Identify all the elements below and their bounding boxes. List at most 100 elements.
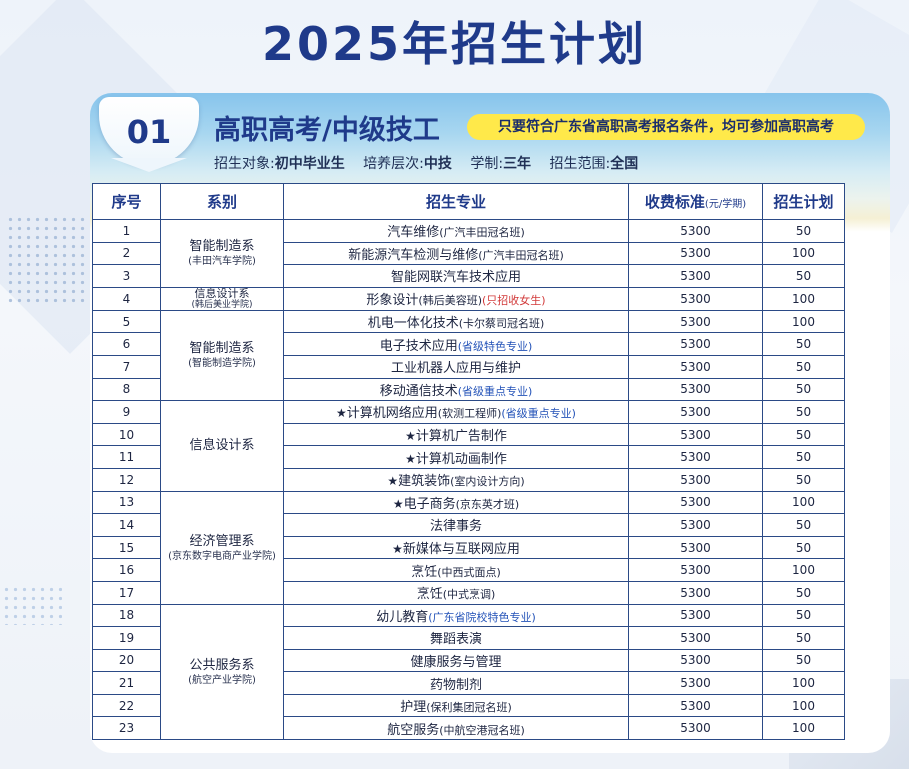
plan-cell: 50 (762, 626, 845, 650)
major-note: (省级重点专业) (457, 384, 533, 398)
table-row: 23 航空服务(中航空港冠名班) 5300 100 (92, 716, 845, 741)
major-note: (保利集团冠名班) (426, 701, 512, 715)
plan-cell: 50 (762, 219, 845, 243)
table-row: 9 信息设计系 ★计算机网络应用(软测工程师)(省级重点专业) 5300 50 (92, 400, 845, 492)
table-row: 2 新能源汽车检测与维修(广汽丰田冠名班) 5300 100 (92, 241, 845, 266)
major-name: 移动通信技术 (379, 383, 458, 399)
plan-cell: 50 (762, 648, 845, 673)
major-name: 新能源汽车检测与维修 (348, 247, 479, 263)
row-number: 15 (92, 535, 161, 560)
major-restriction-note: (只招收女生) (482, 294, 546, 308)
department-college: (韩后美业学院) (191, 299, 253, 310)
fee-cell: 5300 (628, 445, 763, 469)
major-name: 形象设计 (366, 293, 419, 309)
star-icon: ★ (392, 496, 404, 511)
major-cell: 智能网联汽车技术应用 (283, 264, 629, 288)
row-number: 17 (92, 580, 161, 605)
major-name: 航空服务 (387, 722, 440, 738)
plan-cell: 50 (762, 377, 845, 402)
table-row: 5 智能制造系 (智能制造学院) 机电一体化技术(卡尔蔡司冠名班) 5300 100 (92, 309, 845, 402)
fee-cell: 5300 (628, 648, 763, 673)
row-number: 22 (92, 693, 161, 718)
plan-cell: 50 (762, 603, 845, 628)
plan-cell: 50 (762, 422, 845, 447)
major-name: 机电一体化技术 (367, 316, 459, 332)
star-icon: ★ (336, 406, 347, 421)
major-cell: 汽车维修(广汽丰田冠名班) (283, 219, 629, 243)
enrollment-plan-table: 序号 系别 招生专业 收费标准(元/学期) 招生计划 1 智能制造系 (丰田汽车学院… (92, 183, 845, 741)
major-cell: 健康服务与管理 (283, 648, 629, 673)
major-note: (韩后美容班) (418, 294, 482, 308)
major-cell: 烹饪(中西式面点) (283, 558, 629, 582)
major-cell: ★计算机广告制作 (283, 422, 629, 447)
table-row: 1 智能制造系 (丰田汽车学院) 汽车维修(广汽丰田冠名班) 5300 50 (92, 219, 845, 288)
major-note: (卡尔蔡司冠名班) (458, 317, 545, 331)
major-name: 护理 (400, 700, 427, 716)
department-name: 智能制造系 (189, 341, 255, 357)
major-name: 工业机器人应用与维护 (390, 361, 521, 377)
major-name: 法律事务 (429, 519, 482, 535)
plan-cell: 50 (762, 445, 845, 469)
info-item: 招生范围:全国 (549, 156, 639, 172)
department-college: (航空产业学院) (188, 674, 256, 686)
major-cell: 烹饪(中式烹调) (283, 580, 629, 605)
major-note: (室内设计方向) (450, 475, 525, 489)
fee-cell: 5300 (628, 241, 763, 266)
star-icon: ★ (392, 542, 403, 557)
fee-cell: 5300 (628, 332, 763, 356)
enrollment-info: 招生对象:初中毕业生 培养层次:中技 学制:三年 招生范围:全国 (214, 153, 638, 173)
row-number: 20 (92, 648, 161, 673)
department-college: (京东数字电商产业学院) (168, 550, 276, 562)
col-header-plan: 招生计划 (762, 183, 845, 220)
major-name: 药物制剂 (429, 677, 482, 693)
department-college: (丰田汽车学院) (188, 256, 256, 268)
row-number: 4 (92, 286, 161, 311)
fee-cell: 5300 (628, 580, 763, 605)
table-row: 4 信息设计系 (韩后美业学院) 形象设计(韩后美容班)(只招收女生) 5300 100 (92, 286, 845, 311)
plan-cell: 50 (762, 467, 845, 492)
plan-cell: 100 (762, 309, 845, 334)
row-number: 3 (92, 264, 161, 288)
major-name: 建筑装饰 (398, 474, 451, 490)
department-name: 智能制造系 (189, 239, 255, 255)
fee-cell: 5300 (628, 603, 763, 628)
major-cell: ★新媒体与互联网应用 (283, 535, 629, 560)
row-number: 18 (92, 603, 161, 628)
row-number: 16 (92, 558, 161, 582)
department-name: 公共服务系 (189, 657, 255, 673)
major-cell: 机电一体化技术(卡尔蔡司冠名班) (283, 309, 629, 334)
row-number: 11 (92, 445, 161, 469)
star-icon: ★ (387, 474, 399, 489)
badge-pointer-shape (111, 158, 187, 172)
fee-cell: 5300 (628, 377, 763, 402)
major-name: 健康服务与管理 (410, 654, 502, 670)
plan-cell: 50 (762, 580, 845, 605)
major-name: 烹饪 (411, 564, 438, 580)
page-title: 2025年招生计划 (261, 17, 648, 71)
fee-cell: 5300 (628, 671, 763, 695)
plan-cell: 100 (762, 693, 845, 718)
row-number: 8 (92, 377, 161, 402)
plan-cell: 100 (762, 716, 845, 741)
major-note: (中西式面点) (437, 565, 501, 579)
major-cell: 电子技术应用(省级特色专业) (283, 332, 629, 356)
department-cell: 智能制造系 (丰田汽车学院) (160, 219, 284, 288)
major-cell: 形象设计(韩后美容班)(只招收女生) (283, 286, 629, 311)
major-note: (省级特色专业) (457, 339, 533, 353)
major-cell: 工业机器人应用与维护 (283, 354, 629, 379)
major-name: 计算机网络应用 (346, 406, 438, 422)
row-number: 12 (92, 467, 161, 492)
fee-cell: 5300 (628, 626, 763, 650)
table-row: 10 ★计算机广告制作 5300 50 (92, 422, 845, 447)
col-header-no: 序号 (92, 183, 161, 220)
major-note: (中式烹调) (442, 588, 496, 602)
major-note: (广汽丰田冠名班) (478, 248, 564, 262)
row-number: 9 (92, 400, 161, 424)
department-cell: 信息设计系 (韩后美业学院) (160, 286, 284, 311)
table-body: 1 智能制造系 (丰田汽车学院) 汽车维修(广汽丰田冠名班) 5300 50 2 新能源汽车检… (92, 219, 845, 741)
major-cell: 移动通信技术(省级重点专业) (283, 377, 629, 402)
table-row: 14 法律事务 5300 50 (92, 513, 845, 537)
major-name: 计算机广告制作 (415, 429, 507, 445)
row-number: 14 (92, 513, 161, 537)
major-name: 汽车维修 (387, 225, 440, 241)
